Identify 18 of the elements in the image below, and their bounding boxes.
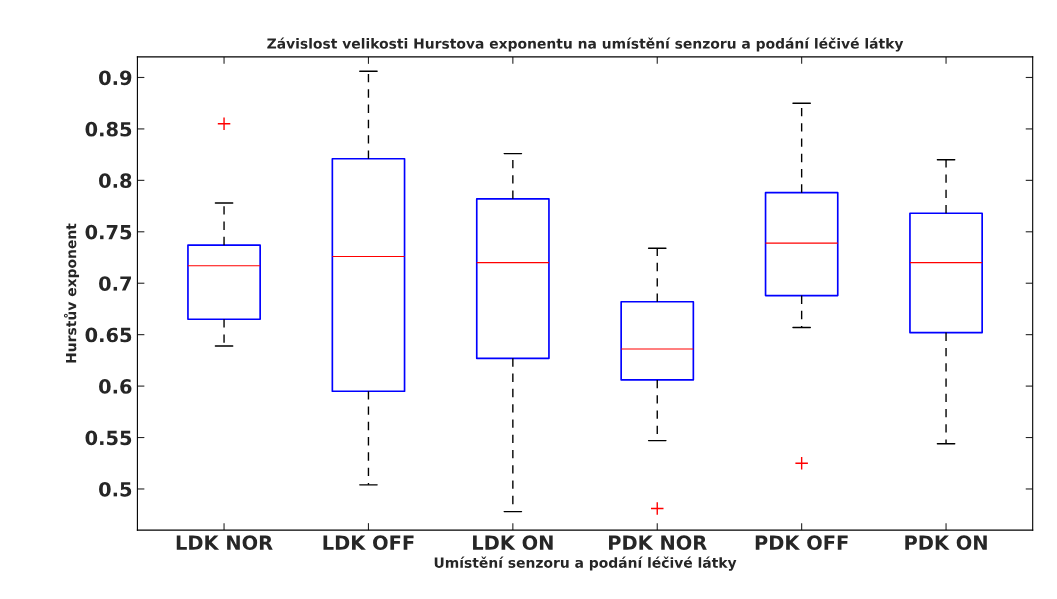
- x-tick-label: LDK NOR: [176, 535, 273, 551]
- y-tick-label: 0.55: [85, 430, 132, 446]
- y-tick-label: 0.75: [85, 224, 132, 240]
- x-axis-title: Umístění senzoru a podání léčivé látky: [434, 556, 737, 571]
- x-tick-label: LDK OFF: [323, 535, 414, 551]
- x-tick-label: PDK OFF: [755, 535, 848, 551]
- y-tick-label: 0.85: [85, 121, 132, 137]
- y-tick-label: 0.65: [85, 327, 132, 343]
- y-tick-label: 0.7: [99, 276, 131, 291]
- y-tick-label: 0.6: [99, 379, 132, 394]
- y-axis-title: Hurstův exponent: [63, 223, 80, 363]
- y-tick-label: 0.5: [99, 481, 132, 497]
- x-tick-label: PDK ON: [905, 535, 987, 551]
- chart-title: Závislost velikosti Hurstova exponentu na umístění senzoru a podání léčivé látky: [267, 37, 904, 52]
- y-tick-label: 0.9: [99, 70, 132, 86]
- x-tick-label: PDK NOR: [609, 535, 707, 551]
- y-tick-label: 0.8: [99, 173, 132, 189]
- x-tick-label: LDK ON: [473, 535, 553, 551]
